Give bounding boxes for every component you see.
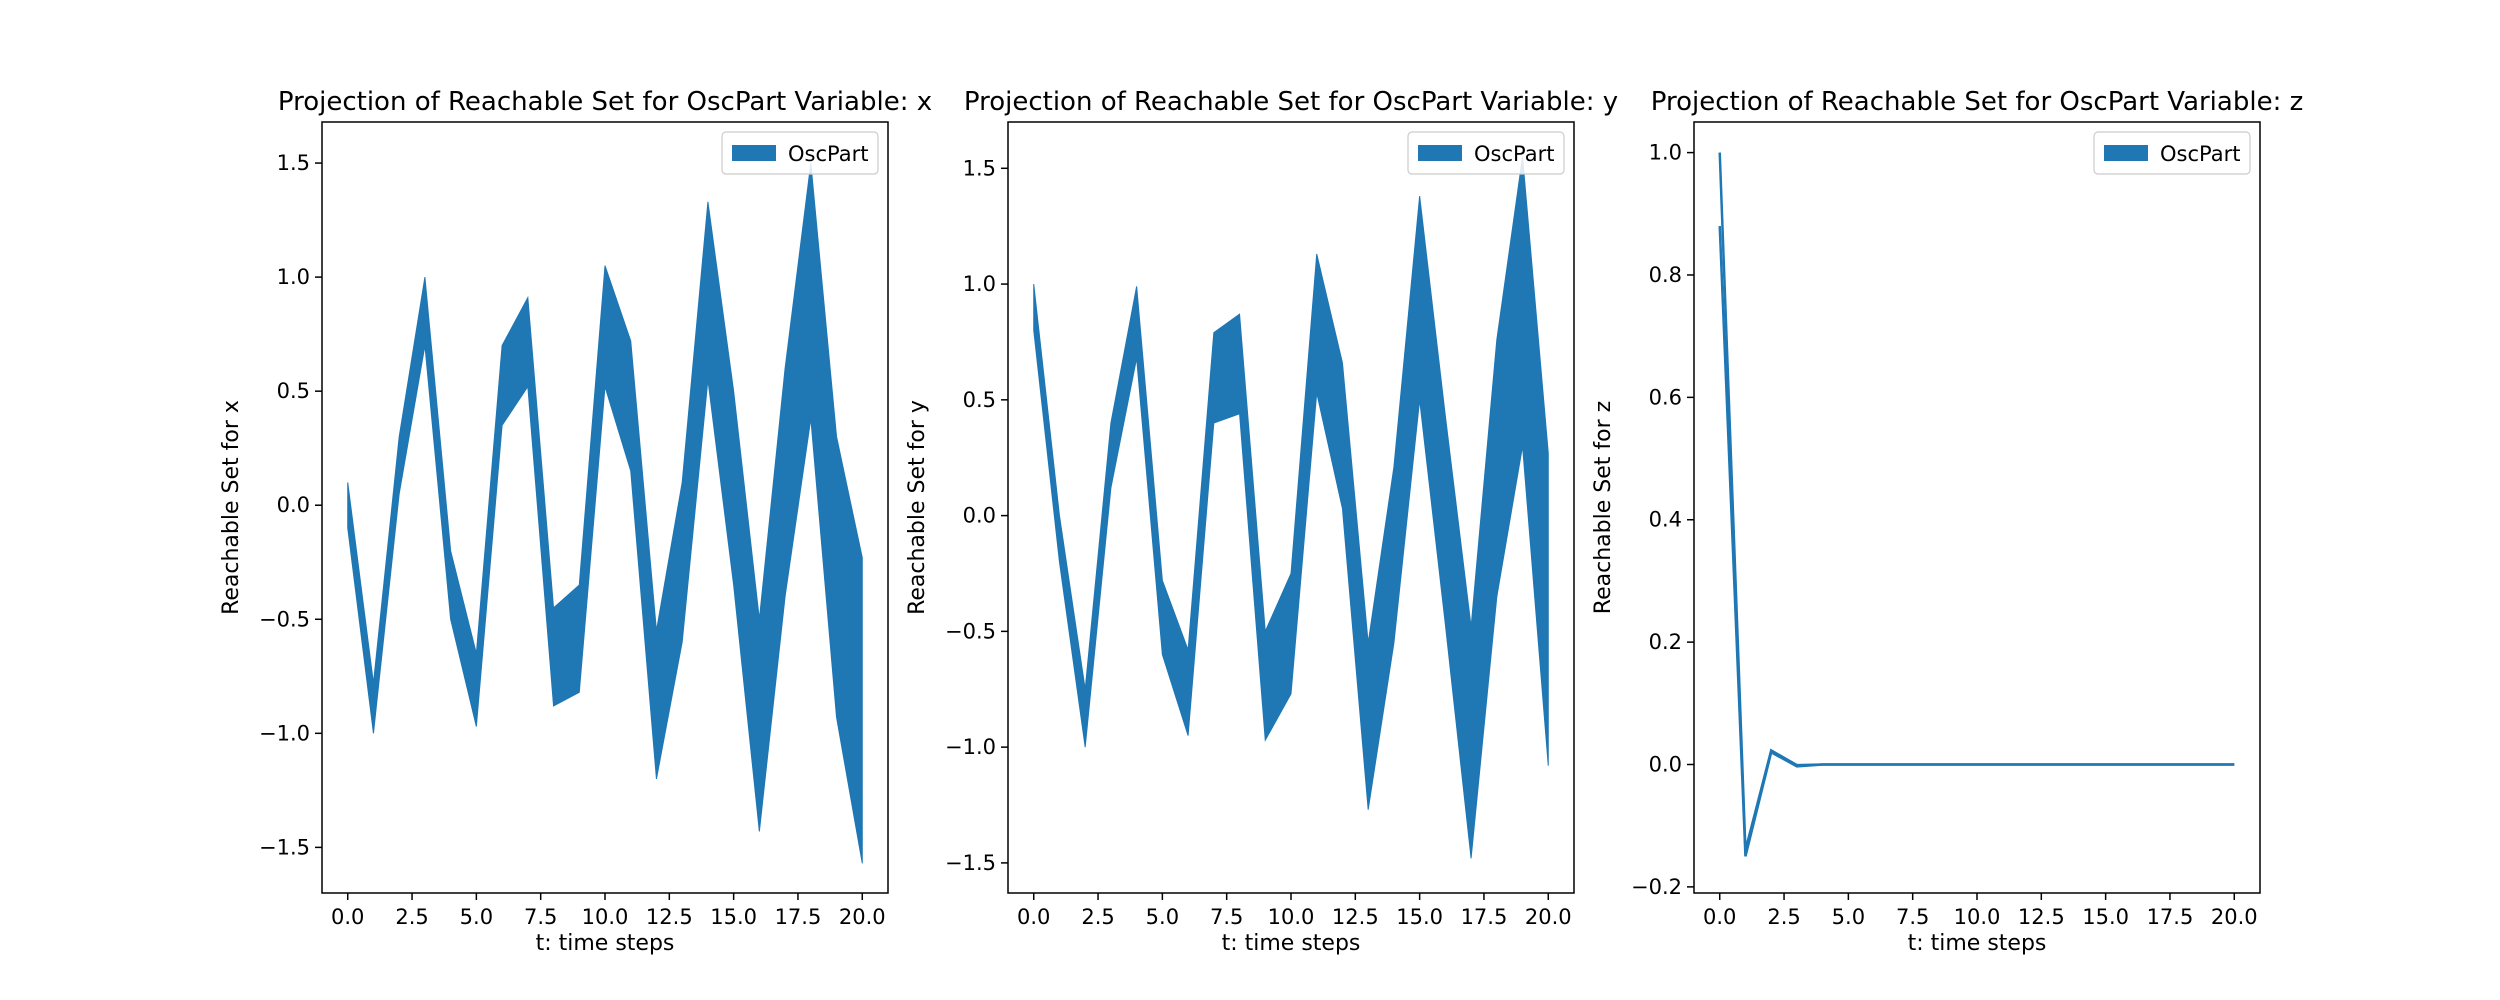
legend-label: OscPart [1474, 142, 1554, 166]
y-tick-label: 0.6 [1649, 385, 1682, 409]
legend: OscPart [721, 131, 879, 175]
x-tick-label: 2.5 [395, 905, 428, 929]
legend: OscPart [1407, 131, 1565, 175]
y-tick-label: −1.0 [259, 721, 310, 745]
y-tick-label: 1.0 [277, 265, 310, 289]
y-tick-label: 0.5 [277, 379, 310, 403]
chart-title: Projection of Reachable Set for OscPart … [964, 87, 1618, 117]
legend-box [2093, 131, 2251, 175]
y-axis-label: Reachable Set for x [219, 400, 244, 615]
legend-label: OscPart [788, 142, 868, 166]
y-axis-label: Reachable Set for y [905, 400, 930, 615]
x-tick-label: 20.0 [1525, 905, 1572, 929]
x-tick-label: 15.0 [710, 905, 757, 929]
subplot-x: 0.0 2.5 5.0 7.5 10.0 12.5 15.0 17.5 20.0 −1.5 −1.0… [219, 87, 932, 956]
y-tick-label: −0.5 [259, 607, 310, 631]
legend: OscPart [2093, 131, 2251, 175]
legend-swatch [1418, 145, 1462, 161]
x-tick-label: 15.0 [1396, 905, 1443, 929]
y-tick-label: 0.0 [1649, 753, 1682, 777]
x-axis-label: t: time steps [536, 931, 675, 956]
x-tick-label: 20.0 [2211, 905, 2258, 929]
legend-box [721, 131, 879, 175]
y-tick-label: −0.2 [1631, 875, 1682, 899]
x-tick-label: 10.0 [1954, 905, 2001, 929]
y-tick-label: −0.5 [945, 619, 996, 643]
y-axis-label: Reachable Set for z [1591, 401, 1616, 614]
x-tick-label: 12.5 [2018, 905, 2065, 929]
x-tick-label: 10.0 [1268, 905, 1315, 929]
x-axis-label: t: time steps [1908, 931, 2047, 956]
x-axis-label: t: time steps [1222, 931, 1361, 956]
y-tick-label: 0.0 [277, 493, 310, 517]
series-line-lower-oscpart [1718, 225, 2235, 857]
y-tick-label: 0.8 [1649, 263, 1682, 287]
x-tick-label: 7.5 [1896, 905, 1929, 929]
y-tick-label: −1.0 [945, 735, 996, 759]
x-tick-label: 0.0 [1017, 905, 1050, 929]
y-tick-label: 1.5 [277, 151, 310, 175]
x-tick-label: 5.0 [1146, 905, 1179, 929]
x-tick-label: 7.5 [524, 905, 557, 929]
chart-title: Projection of Reachable Set for OscPart … [278, 87, 932, 117]
series-area-oscpart [347, 162, 863, 864]
x-tick-label: 20.0 [839, 905, 886, 929]
x-tick-label: 12.5 [646, 905, 693, 929]
x-tick-label: 10.0 [582, 905, 629, 929]
legend-label: OscPart [2160, 142, 2240, 166]
y-tick-label: 0.2 [1649, 630, 1682, 654]
y-tick-label: −1.5 [259, 835, 310, 859]
x-tick-label: 7.5 [1210, 905, 1243, 929]
x-tick-label: 17.5 [775, 905, 822, 929]
y-tick-label: −1.5 [945, 851, 996, 875]
series-area-oscpart [1033, 156, 1549, 859]
x-tick-label: 12.5 [1332, 905, 1379, 929]
legend-swatch [2104, 145, 2148, 161]
legend-box [1407, 131, 1565, 175]
y-tick-label: 0.4 [1649, 508, 1682, 532]
x-tick-label: 5.0 [460, 905, 493, 929]
y-tick-label: 1.0 [963, 272, 996, 296]
x-tick-label: 2.5 [1081, 905, 1114, 929]
y-tick-label: 1.0 [1649, 141, 1682, 165]
chart-title: Projection of Reachable Set for OscPart … [1651, 87, 2304, 117]
x-tick-label: 5.0 [1832, 905, 1865, 929]
x-tick-label: 0.0 [331, 905, 364, 929]
subplot-z: 0.0 2.5 5.0 7.5 10.0 12.5 15.0 17.5 20.0 −0.2 0.0 0… [1591, 87, 2303, 956]
x-tick-label: 0.0 [1703, 905, 1736, 929]
x-tick-label: 2.5 [1767, 905, 1800, 929]
y-tick-label: 1.5 [963, 156, 996, 180]
x-tick-label: 17.5 [1461, 905, 1508, 929]
subplot-y: 0.0 2.5 5.0 7.5 10.0 12.5 15.0 17.5 20.0 −1.5 −1.0… [905, 87, 1618, 956]
y-tick-label: 0.5 [963, 388, 996, 412]
y-tick-label: 0.0 [963, 504, 996, 528]
x-tick-label: 17.5 [2147, 905, 2194, 929]
legend-swatch [732, 145, 776, 161]
x-tick-label: 15.0 [2082, 905, 2129, 929]
